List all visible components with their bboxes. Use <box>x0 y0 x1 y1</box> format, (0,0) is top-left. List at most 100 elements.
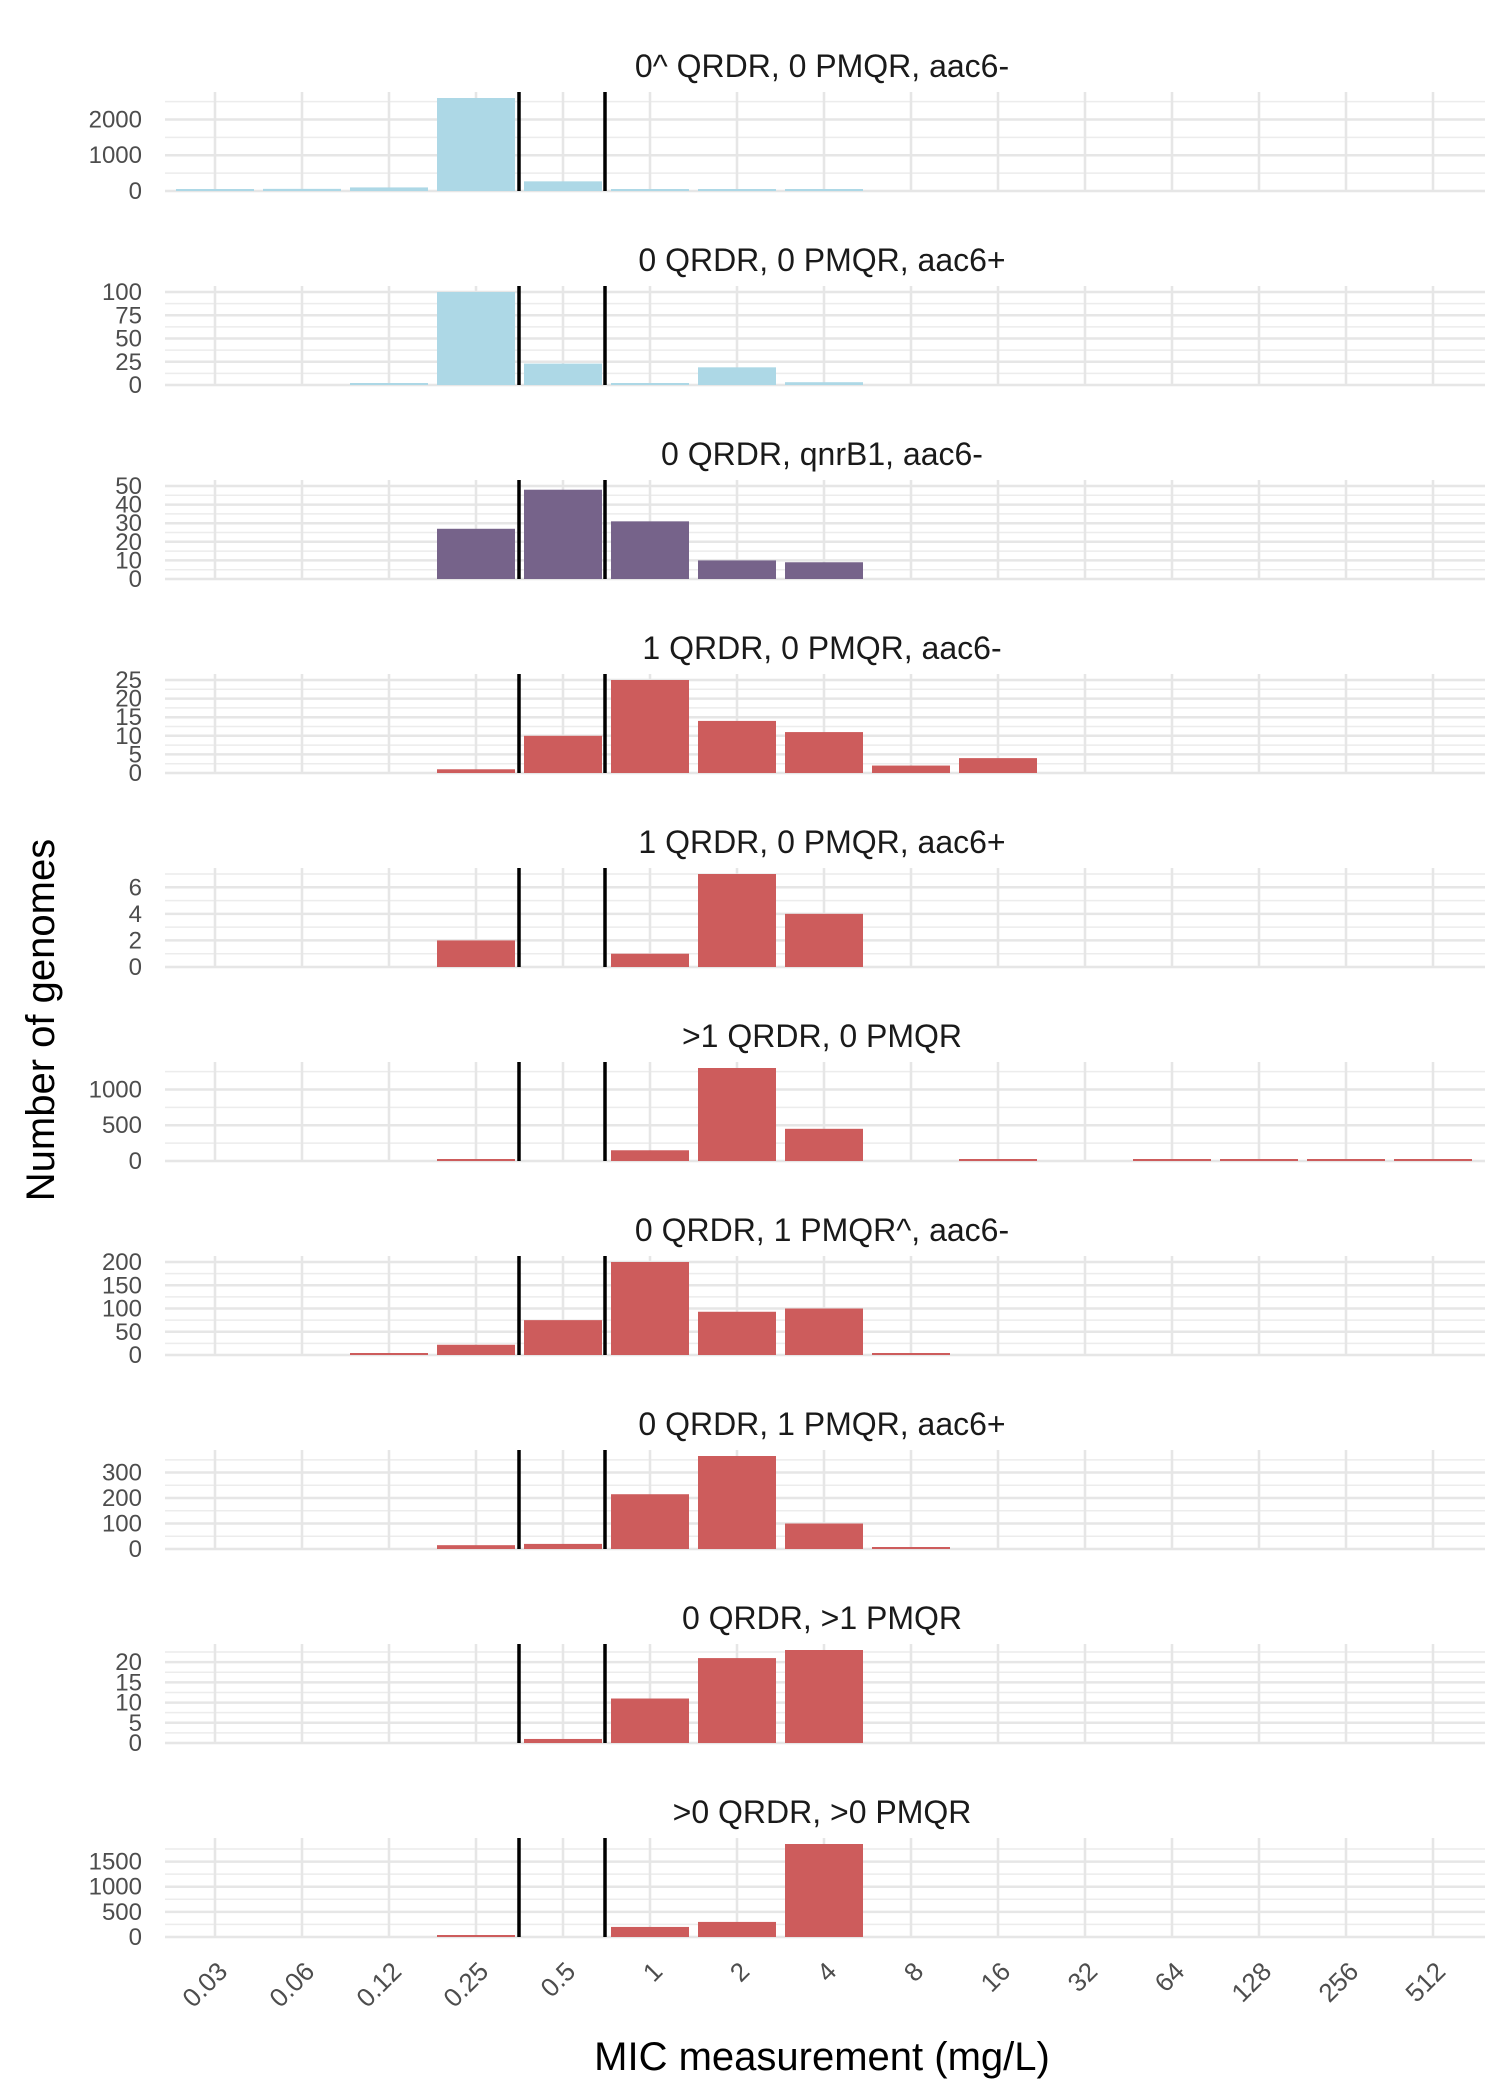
bar-2 <box>698 560 776 579</box>
bar-1 <box>611 189 689 191</box>
panel-title: 1 QRDR, 0 PMQR, aac6- <box>642 630 1001 666</box>
x-tick-label: 0.25 <box>437 1956 494 2013</box>
y-tick-label: 5 <box>129 741 142 768</box>
panel-title: 1 QRDR, 0 PMQR, aac6+ <box>638 824 1005 860</box>
bar-2 <box>698 1311 776 1355</box>
bar-4 <box>785 1308 863 1355</box>
bar-1 <box>611 1926 689 1937</box>
y-tick-label: 20 <box>115 1649 142 1676</box>
bar-4 <box>785 913 863 967</box>
bar-0.5 <box>524 489 602 579</box>
bar-1 <box>611 383 689 385</box>
bar-2 <box>698 367 776 385</box>
y-tick-label: 1000 <box>89 142 142 169</box>
x-tick-label: 0.06 <box>263 1956 320 2013</box>
bar-0.25 <box>437 1545 515 1549</box>
bar-0.12 <box>350 383 428 385</box>
y-tick-label: 25 <box>115 349 142 376</box>
y-tick-label: 1000 <box>89 1874 142 1901</box>
bar-0.25 <box>437 1344 515 1355</box>
x-axis: 0.03 0.06 0.12 0.25 0.5 1 2 4 8 16 32 64 128 256 512 <box>176 1956 1451 2013</box>
x-tick-label: 512 <box>1399 1956 1451 2008</box>
bar-0.5 <box>524 363 602 385</box>
bar-1 <box>611 1494 689 1549</box>
bar-1 <box>611 1698 689 1743</box>
y-tick-label: 0 <box>129 1730 142 1757</box>
y-tick-label: 300 <box>102 1460 142 1487</box>
bar-1 <box>611 521 689 579</box>
y-tick-label: 20 <box>115 686 142 713</box>
y-tick-label: 1000 <box>89 1076 142 1103</box>
panel-title: >1 QRDR, 0 PMQR <box>682 1018 962 1054</box>
x-tick-label: 16 <box>975 1956 1017 1998</box>
bar-8 <box>872 1353 950 1355</box>
x-tick-label: 4 <box>811 1956 842 1987</box>
x-tick-label: 256 <box>1312 1956 1364 2008</box>
bar-4 <box>785 382 863 385</box>
x-tick-label: 2 <box>724 1956 755 1987</box>
y-tick-label: 150 <box>102 1272 142 1299</box>
bar-0.25 <box>437 528 515 579</box>
y-tick-label: 0 <box>129 1924 142 1951</box>
y-tick-label: 50 <box>115 326 142 353</box>
bar-4 <box>785 1844 863 1937</box>
y-tick-label: 2 <box>129 927 142 954</box>
y-tick-label: 0 <box>129 1148 142 1175</box>
y-tick-label: 40 <box>115 492 142 519</box>
y-tick-label: 1500 <box>89 1849 142 1876</box>
bar-0.25 <box>437 1935 515 1937</box>
y-tick-label: 10 <box>115 1690 142 1717</box>
x-tick-label: 1 <box>637 1956 668 1987</box>
bar-4 <box>785 1650 863 1743</box>
y-tick-label: 100 <box>102 1511 142 1538</box>
y-tick-label: 0 <box>129 1342 142 1369</box>
x-tick-label: 128 <box>1225 1956 1277 2008</box>
x-tick-label: 0.03 <box>176 1956 233 2013</box>
panel-title: 0 QRDR, >1 PMQR <box>682 1600 962 1636</box>
y-tick-label: 15 <box>115 704 142 731</box>
bar-1 <box>611 953 689 967</box>
panel-title: >0 QRDR, >0 PMQR <box>673 1794 972 1830</box>
bar-0.03 <box>176 189 254 191</box>
y-tick-label: 0 <box>129 566 142 593</box>
panel-title: 0 QRDR, 0 PMQR, aac6+ <box>638 242 1005 278</box>
bar-2 <box>698 189 776 191</box>
bar-4 <box>785 1523 863 1549</box>
bar-2 <box>698 1921 776 1937</box>
y-tick-label: 50 <box>115 1319 142 1346</box>
y-tick-label: 30 <box>115 510 142 537</box>
y-tick-label: 100 <box>102 1296 142 1323</box>
y-tick-label: 20 <box>115 529 142 556</box>
bar-0.25 <box>437 98 515 191</box>
bar-0.25 <box>437 1159 515 1161</box>
y-tick-label: 200 <box>102 1249 142 1276</box>
bar-4 <box>785 562 863 579</box>
y-tick-label: 500 <box>102 1899 142 1926</box>
y-tick-label: 0 <box>129 760 142 787</box>
bar-0.5 <box>524 1738 602 1743</box>
panel-title: 0 QRDR, 1 PMQR, aac6+ <box>638 1406 1005 1442</box>
bar-512 <box>1394 1159 1472 1161</box>
x-tick-label: 32 <box>1062 1956 1104 1998</box>
panel-title: 0 QRDR, qnrB1, aac6- <box>661 436 983 472</box>
y-tick-label: 10 <box>115 547 142 574</box>
y-tick-label: 500 <box>102 1112 142 1139</box>
y-tick-label: 0 <box>129 954 142 981</box>
bar-0.5 <box>524 735 602 773</box>
bar-0.06 <box>263 188 341 191</box>
bar-1 <box>611 1262 689 1355</box>
y-tick-label: 0 <box>129 1536 142 1563</box>
panel-1: 0^ QRDR, 0 PMQR, aac6- 0 1000 2000 <box>89 48 1485 205</box>
y-tick-label: 2000 <box>89 106 142 133</box>
bar-256 <box>1307 1159 1385 1161</box>
bar-16 <box>959 758 1037 773</box>
bar-0.25 <box>437 769 515 773</box>
